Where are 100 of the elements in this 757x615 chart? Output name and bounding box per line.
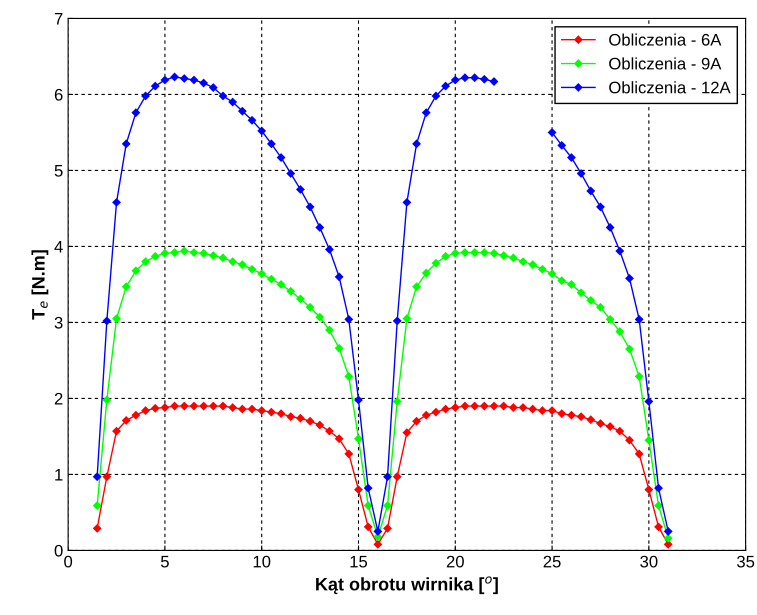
point: [93, 524, 102, 533]
point: [528, 404, 537, 414]
point: [500, 402, 508, 410]
point: [374, 527, 382, 536]
point: [364, 522, 372, 531]
point: [558, 410, 566, 418]
point: [567, 153, 576, 162]
point: [576, 169, 586, 178]
point: [548, 128, 556, 137]
point: [625, 436, 634, 444]
point: [548, 406, 556, 415]
point: [625, 344, 634, 354]
point: [470, 248, 479, 257]
y-tick-label: 1: [55, 469, 62, 480]
point: [664, 527, 672, 536]
point: [325, 245, 334, 254]
point: [238, 107, 246, 116]
point: [606, 223, 614, 232]
legend-label: Obliczenia - 6A: [609, 33, 722, 46]
point: [596, 202, 605, 212]
point: [276, 153, 286, 162]
point: [402, 198, 412, 206]
point: [267, 408, 276, 416]
point: [258, 406, 266, 415]
point: [102, 472, 111, 481]
point: [567, 280, 576, 289]
point: [558, 276, 566, 285]
point: [344, 372, 353, 381]
point: [383, 501, 392, 510]
point: [576, 412, 586, 421]
point: [412, 417, 421, 426]
point: [296, 294, 305, 304]
point: [170, 248, 179, 257]
point: [335, 272, 344, 281]
point: [141, 406, 150, 415]
y-tick-label: 4: [54, 241, 63, 252]
point: [383, 524, 392, 533]
point: [402, 428, 412, 437]
point: [441, 82, 450, 90]
point: [586, 186, 595, 196]
y-tick-label: 5: [54, 165, 63, 177]
point: [141, 258, 150, 266]
point: [606, 315, 614, 324]
point: [258, 126, 266, 136]
point: [480, 402, 488, 410]
x-tick-label: 30: [640, 556, 658, 568]
point: [218, 402, 228, 410]
point: [286, 412, 295, 421]
y-tick-label: 0: [54, 544, 63, 557]
point: [644, 485, 653, 494]
point: [616, 246, 624, 256]
point: [258, 270, 266, 278]
point: [286, 169, 295, 178]
point: [316, 223, 324, 232]
point: [335, 434, 344, 443]
x-tick-label: 0: [64, 556, 72, 568]
point: [490, 402, 498, 410]
point: [422, 108, 430, 117]
point: [441, 252, 450, 260]
point: [616, 426, 624, 436]
point: [344, 315, 353, 324]
point: [112, 314, 121, 323]
point: [586, 416, 595, 424]
point: [596, 303, 605, 312]
point: [606, 422, 614, 431]
y-tick-label: 7: [54, 13, 62, 24]
point: [228, 98, 237, 106]
point: [248, 404, 256, 414]
point: [528, 260, 537, 269]
point: [296, 185, 305, 194]
point: [267, 274, 276, 284]
point: [180, 402, 188, 410]
x-tick-label: 20: [446, 556, 464, 568]
point: [567, 411, 576, 420]
point: [451, 403, 460, 412]
point: [470, 74, 479, 82]
point: [383, 472, 392, 481]
point: [306, 417, 314, 426]
point: [490, 249, 498, 258]
point: [596, 419, 605, 428]
point: [132, 266, 140, 275]
point: [238, 404, 246, 414]
point: [335, 344, 344, 352]
x-axis-title: Kąt obrotu wirnika [$^{o}$]: [316, 576, 498, 594]
point: [93, 472, 102, 481]
x-tick-label: 10: [254, 556, 270, 568]
point: [374, 540, 382, 548]
point: [180, 74, 188, 83]
point: [200, 78, 208, 88]
point: [509, 254, 518, 262]
y-tick-label: 3: [54, 316, 63, 329]
point: [170, 72, 179, 82]
point: [432, 259, 440, 268]
point: [432, 92, 440, 100]
point: [132, 108, 140, 117]
point: [576, 288, 586, 297]
point: [664, 540, 672, 548]
point: [664, 534, 672, 542]
legend-label: Obliczenia - 9A: [609, 57, 722, 70]
point: [160, 249, 170, 258]
